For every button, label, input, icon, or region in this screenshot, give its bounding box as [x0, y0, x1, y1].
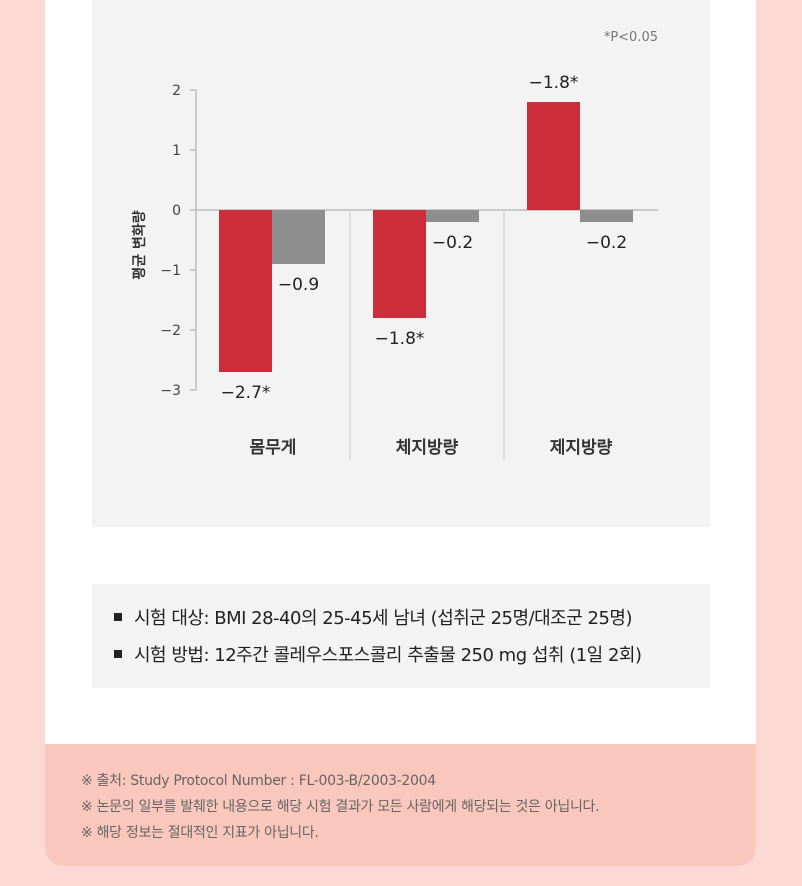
- source-note: ※ 출처: Study Protocol Number : FL-003-B/2…: [81, 773, 436, 789]
- data-label: −1.8*: [375, 329, 425, 349]
- data-label: −0.2: [586, 233, 627, 253]
- data-label: −1.8*: [529, 73, 579, 93]
- study-method-line: 시험 방법: 12주간 콜레우스포스콜리 추출물 250 mg 섭취 (1일 2…: [114, 641, 642, 667]
- y-tick-label: −1: [160, 263, 181, 279]
- x-category-label: 몸무게: [250, 438, 297, 458]
- data-label: −0.9: [278, 275, 319, 295]
- y-axis-label: 평균 변화량: [131, 210, 148, 279]
- bar-0-0: [219, 210, 272, 372]
- data-label: −2.7*: [221, 383, 271, 403]
- y-tick-label: 1: [172, 143, 181, 159]
- bar-chart: *P<0.05 2 1 0 −1 −2 −3 평균 변화량 −2.7* −0.9 몸무게 −1.8* −…: [131, 30, 658, 460]
- bar-0-1: [272, 210, 325, 264]
- study-subject-text: 시험 대상: BMI 28-40의 25-45세 남녀 (섭취군 25명/대조군…: [134, 608, 633, 629]
- y-tick-label: 0: [172, 203, 181, 219]
- y-tick-label: −2: [160, 323, 181, 339]
- square-bullet-icon: [114, 613, 122, 621]
- bar-2-0: [527, 102, 580, 210]
- significance-note: *P<0.05: [604, 30, 658, 45]
- disclaimer-note: ※ 논문의 일부를 발췌한 내용으로 해당 시험 결과가 모든 사람에게 해당되…: [81, 799, 600, 815]
- x-category-label: 체지방량: [396, 438, 459, 458]
- y-tick-label: 2: [172, 83, 181, 99]
- data-label: −0.2: [432, 233, 473, 253]
- footer-notes: ※ 출처: Study Protocol Number : FL-003-B/2…: [45, 744, 756, 866]
- bar-2-1: [580, 210, 633, 222]
- y-tick-label: −3: [160, 383, 181, 399]
- study-subject-line: 시험 대상: BMI 28-40의 25-45세 남녀 (섭취군 25명/대조군…: [114, 604, 633, 630]
- indicator-note: ※ 해당 정보는 절대적인 지표가 아닙니다.: [81, 825, 319, 841]
- square-bullet-icon: [114, 650, 122, 658]
- chart-panel: *P<0.05 2 1 0 −1 −2 −3 평균 변화량 −2.7* −0.9 몸무게 −1.8* −…: [92, 0, 710, 527]
- study-method-text: 시험 방법: 12주간 콜레우스포스콜리 추출물 250 mg 섭취 (1일 2…: [134, 645, 642, 666]
- study-info-box: 시험 대상: BMI 28-40의 25-45세 남녀 (섭취군 25명/대조군…: [92, 584, 710, 688]
- content-card: *P<0.05 2 1 0 −1 −2 −3 평균 변화량 −2.7* −0.9 몸무게 −1.8* −…: [45, 0, 756, 866]
- bar-1-1: [426, 210, 479, 222]
- x-category-label: 제지방량: [550, 438, 613, 458]
- bar-1-0: [373, 210, 426, 318]
